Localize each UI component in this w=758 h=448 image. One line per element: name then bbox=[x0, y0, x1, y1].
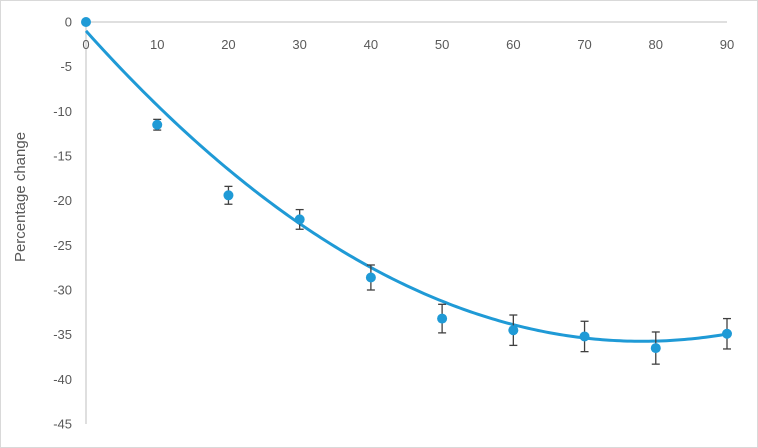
trendline bbox=[84, 29, 728, 343]
data-point bbox=[650, 343, 661, 354]
x-tick-label: 80 bbox=[649, 37, 663, 52]
data-point bbox=[223, 190, 234, 201]
y-tick-labels: 0 -5 -10 -15 -20 -25 -30 -35 -40 -45 bbox=[53, 15, 72, 432]
y-tick-label: -30 bbox=[53, 283, 72, 298]
y-tick-label: -15 bbox=[53, 149, 72, 164]
y-tick-label: -10 bbox=[53, 104, 72, 119]
y-tick-label: -20 bbox=[53, 193, 72, 208]
y-tick-label: -35 bbox=[53, 327, 72, 342]
y-tick-label: 0 bbox=[65, 15, 72, 30]
y-tick-label: -5 bbox=[60, 59, 72, 74]
data-point bbox=[365, 272, 376, 283]
y-tick-label: -25 bbox=[53, 238, 72, 253]
x-tick-label: 70 bbox=[577, 37, 591, 52]
x-tick-label: 0 bbox=[82, 37, 89, 52]
y-tick-label: -45 bbox=[53, 417, 72, 432]
data-point bbox=[722, 328, 732, 339]
error-bars bbox=[153, 118, 731, 365]
x-tick-label: 50 bbox=[435, 37, 449, 52]
data-point bbox=[81, 17, 91, 27]
x-tick-label: 30 bbox=[292, 37, 306, 52]
y-axis-title: Percentage change bbox=[12, 132, 29, 262]
x-tick-label: 20 bbox=[221, 37, 235, 52]
data-point bbox=[508, 325, 519, 336]
x-tick-labels: 0 10 20 30 40 50 60 70 80 90 bbox=[82, 37, 734, 52]
data-point bbox=[579, 331, 590, 342]
x-tick-label: 10 bbox=[150, 37, 164, 52]
x-tick-label: 90 bbox=[720, 37, 734, 52]
data-points bbox=[81, 17, 732, 354]
x-tick-label: 40 bbox=[364, 37, 378, 52]
data-point bbox=[294, 214, 305, 225]
y-tick-label: -40 bbox=[53, 372, 72, 387]
data-point bbox=[437, 313, 448, 324]
x-tick-label: 60 bbox=[506, 37, 520, 52]
data-point bbox=[152, 119, 163, 130]
